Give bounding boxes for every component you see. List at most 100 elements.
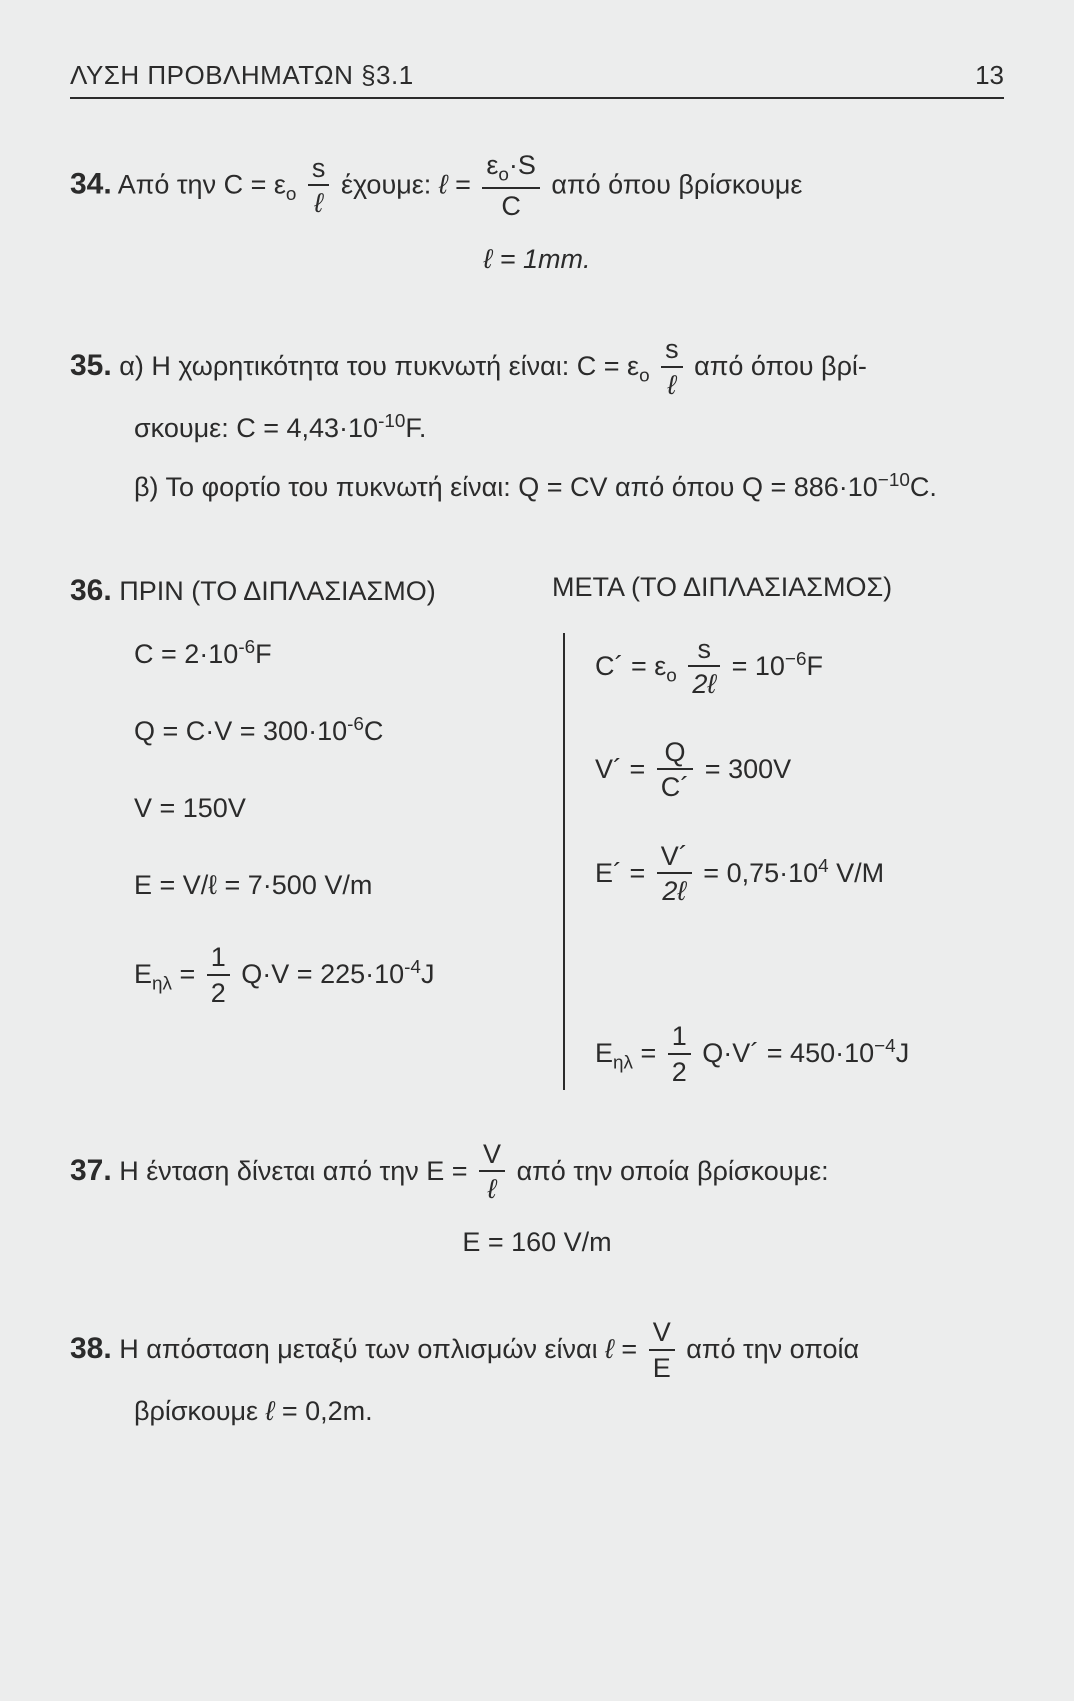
right-head-wrap: ΜΕΤΑ (ΤΟ ΔΙΠΛΑΣΙΑΣΜΟΣ) (522, 562, 1004, 619)
text: = (633, 1038, 664, 1068)
numerator: s (308, 152, 330, 186)
text: = 0,2m. (282, 1396, 373, 1426)
denominator: 2ℓ (688, 667, 720, 702)
problem-35-line-b: β) Το φορτίο του πυκνωτή είναι: Q = CV α… (70, 462, 1004, 513)
eq-V: V = 150V (134, 787, 543, 830)
exponent: -4 (404, 957, 421, 978)
text: από την οποία (686, 1334, 859, 1364)
eq-C: C = 2·10-6F (134, 633, 543, 676)
eq-E: E = V/ℓ = 7·500 V/m (134, 864, 543, 907)
left-column-head: ΠΡΙΝ (ΤΟ ΔΙΠΛΑΣΙΑΣΜΟ) (119, 576, 435, 606)
denominator: C´ (657, 770, 694, 805)
text: F. (405, 413, 426, 443)
text: E´ = (595, 857, 653, 887)
fraction: V´ 2ℓ (657, 840, 692, 909)
right-column-head: ΜΕΤΑ (ΤΟ ΔΙΠΛΑΣΙΑΣΜΟΣ) (552, 572, 892, 602)
eq-Eprime: E´ = V´ 2ℓ = 0,75·104 V/M (595, 840, 1004, 909)
fraction: s ℓ (661, 333, 683, 402)
problem-number: 37. (70, 1154, 112, 1187)
text: V/M (829, 857, 885, 887)
exponent: −6 (785, 648, 807, 669)
text: C´ = ε (595, 650, 666, 680)
text: Από την C = ε (118, 170, 286, 200)
text: από όπου βρί- (694, 351, 867, 381)
text: = (172, 959, 203, 989)
eq-Vprime: V´ = Q C´ = 300V (595, 736, 1004, 805)
problem-37: 37. Η ένταση δίνεται από την E = V ℓ από… (70, 1138, 1004, 1269)
page-header: ΛΥΣΗ ΠΡΟΒΛΗΜΑΤΩΝ §3.1 13 (70, 60, 1004, 99)
fraction: 1 2 (207, 941, 230, 1010)
numerator: V (479, 1138, 505, 1172)
text: β) Το φορτίο του πυκνωτή είναι: Q = CV α… (134, 472, 878, 502)
page: ΛΥΣΗ ΠΡΟΒΛΗΜΑΤΩΝ §3.1 13 34. Από την C =… (0, 0, 1074, 1701)
two-column-table: C = 2·10-6F Q = C·V = 300·10-6C V = 150V… (70, 633, 1004, 1090)
text: α) Η χωρητικότητα του πυκνωτή είναι: C =… (119, 351, 639, 381)
numerator: εo·S (482, 149, 540, 189)
eq-Eel-prime: Eηλ = 1 2 Q·V´ = 450·10−4J (595, 1020, 1004, 1089)
exponent: -6 (347, 714, 364, 735)
problem-34: 34. Από την C = εo s ℓ έχουμε: ℓ = εo·S … (70, 149, 1004, 285)
numerator: Q (657, 736, 694, 770)
problem-number: 34. (70, 168, 112, 201)
fraction: V ℓ (479, 1138, 505, 1207)
right-column: C´ = εo s 2ℓ = 10−6F V´ = Q C´ = 300V (565, 633, 1004, 1090)
fraction: V E (649, 1316, 675, 1385)
denominator: E (649, 1351, 675, 1386)
text: F (255, 639, 272, 669)
numerator: 1 (668, 1020, 691, 1054)
text: E (595, 1038, 613, 1068)
problem-34-line1: 34. Από την C = εo s ℓ έχουμε: ℓ = εo·S … (70, 149, 1004, 224)
text: C (364, 716, 384, 746)
problem-38: 38. Η απόσταση μεταξύ των οπλισμών είναι… (70, 1316, 1004, 1437)
text: Q·V = 225·10 (241, 959, 404, 989)
header-title: ΛΥΣΗ ΠΡΟΒΛΗΜΑΤΩΝ §3.1 (70, 60, 414, 91)
fraction: s 2ℓ (688, 633, 720, 702)
denominator: 2 (668, 1055, 691, 1090)
problem-34-result: ℓ = 1mm. (70, 234, 1004, 285)
problem-number: 36. (70, 574, 112, 607)
denominator: ℓ (479, 1172, 505, 1207)
numerator: 1 (207, 941, 230, 975)
eq-Cprime: C´ = εo s 2ℓ = 10−6F (595, 633, 1004, 702)
denominator: ℓ (308, 186, 330, 221)
text: = (455, 170, 478, 200)
eq-Eel: Eηλ = 1 2 Q·V = 225·10-4J (134, 941, 543, 1010)
text: V´ = (595, 754, 653, 784)
problem-35: 35. α) Η χωρητικότητα του πυκνωτή είναι:… (70, 333, 1004, 513)
subscript: o (639, 366, 650, 387)
fraction: Q C´ (657, 736, 694, 805)
subscript: o (498, 164, 509, 185)
numerator: V´ (657, 840, 692, 874)
text: σκουμε: C = 4,43·10 (134, 413, 378, 443)
problem-number: 38. (70, 1332, 112, 1365)
text: από όπου βρίσκουμε (551, 170, 802, 200)
subscript: ηλ (613, 1052, 633, 1073)
problem-38-line2: βρίσκουμε ℓ = 0,2m. (70, 1386, 1004, 1437)
exponent: −4 (874, 1036, 896, 1057)
problem-35-line-a2: σκουμε: C = 4,43·10-10F. (70, 403, 1004, 454)
exponent: -6 (238, 637, 255, 658)
text: J (896, 1038, 910, 1068)
problem-36: 36. ΠΡΙΝ (ΤΟ ΔΙΠΛΑΣΙΑΣΜΟ) ΜΕΤΑ (ΤΟ ΔΙΠΛΑ… (70, 562, 1004, 1090)
text: F (806, 650, 823, 680)
text: Η ένταση δίνεται από την E = (119, 1156, 475, 1186)
text: Q = C·V = 300·10 (134, 716, 347, 746)
text: E (134, 959, 152, 989)
denominator: C (482, 189, 540, 224)
left-column: C = 2·10-6F Q = C·V = 300·10-6C V = 150V… (70, 633, 565, 1090)
numerator: s (688, 633, 720, 667)
text: C = 2·10 (134, 639, 238, 669)
variable-ell: ℓ (439, 170, 448, 200)
text: βρίσκουμε (134, 1396, 266, 1426)
denominator: 2 (207, 976, 230, 1011)
text: από την οποία βρίσκουμε: (517, 1156, 829, 1186)
text: Η απόσταση μεταξύ των οπλισμών είναι (119, 1334, 605, 1364)
eq-Q: Q = C·V = 300·10-6C (134, 710, 543, 753)
numerator: s (661, 333, 683, 367)
text: Q·V´ = 450·10 (702, 1038, 874, 1068)
problem-37-result: E = 160 V/m (70, 1217, 1004, 1268)
text: = 0,75·10 (703, 857, 818, 887)
subscript: o (666, 665, 677, 686)
text: = 10 (732, 650, 785, 680)
text: = (621, 1334, 644, 1364)
